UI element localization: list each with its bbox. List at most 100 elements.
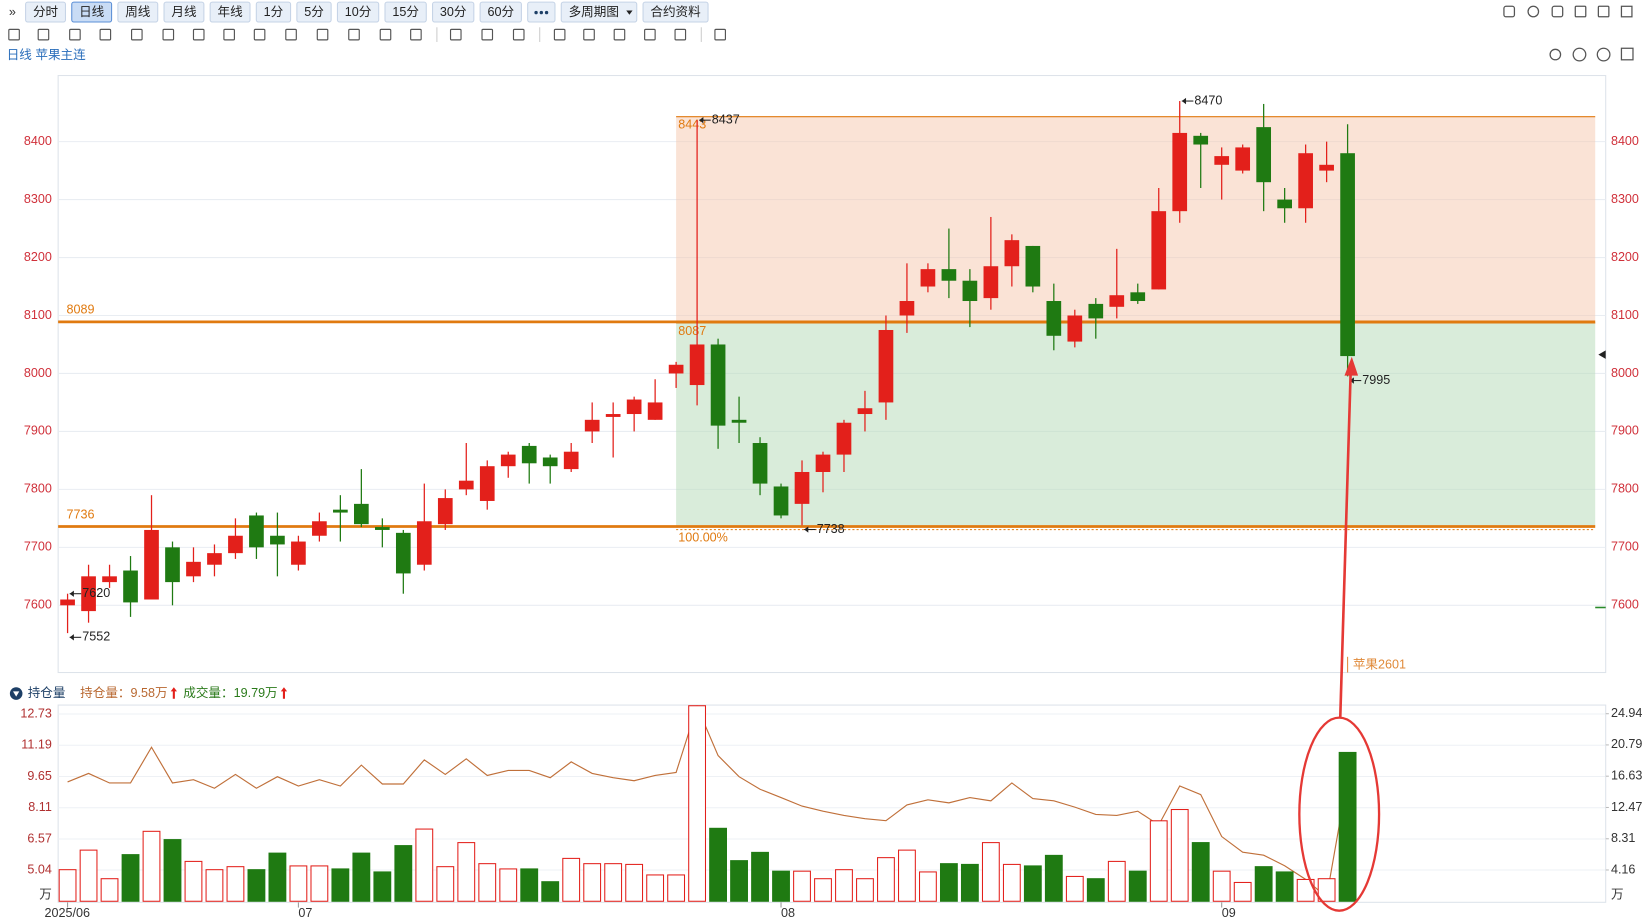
icon[interactable] — [1527, 5, 1540, 18]
header-icon[interactable] — [9, 687, 23, 700]
plot-layer: 7600 7600 7700 7700 7800 7800 7900 7900 8000 8000… — [20, 93, 1642, 917]
candle-body — [1319, 164, 1334, 171]
candle-body — [1193, 135, 1209, 145]
tool-icon[interactable] — [512, 28, 525, 41]
candle-body — [605, 414, 621, 417]
volume-bar — [163, 839, 182, 902]
toolbar-button[interactable] — [479, 1, 522, 23]
candle-body — [1067, 315, 1083, 342]
icon[interactable] — [1572, 47, 1587, 62]
tool-icon[interactable] — [410, 28, 422, 41]
y-tick-label: 7700 — [24, 540, 52, 554]
volume-bar — [121, 854, 140, 902]
icon[interactable] — [1620, 5, 1633, 18]
legend-value: ：9.58万 — [118, 686, 168, 700]
toolbar-button[interactable] — [25, 1, 66, 23]
candle-body — [626, 399, 642, 415]
tool-icon[interactable] — [714, 28, 727, 41]
toolbar-button[interactable] — [255, 1, 292, 23]
tool-icon[interactable] — [379, 28, 392, 41]
tool-icon[interactable] — [37, 28, 50, 41]
main-frame — [57, 75, 1607, 674]
extreme-label: 7620 — [82, 586, 110, 600]
toolbar-button[interactable] — [71, 1, 113, 23]
tool-icon[interactable] — [131, 28, 143, 41]
icon[interactable] — [1551, 5, 1564, 18]
ellipse — [1298, 716, 1381, 912]
tool-icon[interactable] — [99, 28, 112, 41]
toolbar-button[interactable] — [642, 1, 709, 23]
y-tick-label-right: 8100 — [1611, 308, 1639, 322]
volume-bar — [478, 863, 497, 902]
candle-body — [752, 443, 768, 484]
tool-icon[interactable] — [69, 28, 81, 41]
icon[interactable] — [1574, 5, 1587, 18]
tool-icon[interactable] — [644, 28, 656, 41]
level-label: 7736 — [67, 507, 95, 521]
tool-icon[interactable] — [162, 28, 175, 41]
volume-bar — [1170, 808, 1189, 902]
tool-icon[interactable] — [223, 28, 235, 41]
y2-tick-label: 8.31 — [1611, 831, 1635, 845]
volume-bar — [667, 874, 686, 902]
volume-bar — [1233, 881, 1252, 902]
y-tick-label-right: 7800 — [1611, 482, 1639, 496]
candle-body — [815, 454, 831, 472]
button-label: 月线 — [171, 5, 197, 19]
toolbar-button[interactable] — [384, 1, 427, 23]
contract-label: 苹果2601 — [1353, 658, 1406, 672]
toolbar-button[interactable] — [163, 1, 205, 23]
button-label: 30分 — [440, 5, 467, 19]
y-tick-label: 7900 — [24, 424, 52, 438]
icon[interactable] — [1620, 47, 1634, 61]
volume-bar — [268, 852, 287, 902]
icon[interactable] — [1549, 48, 1562, 61]
icon[interactable] — [1596, 47, 1611, 62]
candle-body — [374, 527, 390, 530]
tool-icon[interactable] — [481, 28, 494, 41]
tool-icon[interactable] — [348, 28, 360, 41]
y2-tick-label: 24.94 — [1611, 706, 1642, 720]
tool-icon[interactable] — [285, 28, 297, 41]
tool-icon[interactable] — [253, 28, 266, 41]
toolbar-button[interactable] — [209, 1, 251, 23]
extreme-label: 7552 — [82, 630, 110, 644]
toolbar-button[interactable] — [432, 1, 475, 23]
legend-arrow — [170, 687, 177, 699]
icon[interactable] — [1597, 5, 1610, 18]
candle-body — [542, 457, 558, 467]
button-label: 15分 — [392, 5, 419, 19]
y-tick-label: 11.19 — [21, 738, 52, 752]
candle-body — [710, 344, 726, 426]
toolbar-button[interactable] — [117, 1, 159, 23]
y2-unit: 万 — [1611, 887, 1624, 901]
tool-icon[interactable] — [613, 28, 626, 41]
tool-icon[interactable] — [8, 28, 20, 41]
toolbar-button[interactable] — [560, 1, 638, 23]
candle-body — [647, 402, 663, 420]
candle-body — [207, 553, 222, 565]
candle-body — [249, 515, 264, 548]
volume-bar — [562, 857, 581, 902]
y2-tick-label: 16.63 — [1611, 769, 1642, 783]
toolbar-button[interactable] — [336, 1, 380, 23]
volume-bar — [457, 842, 476, 902]
tool-icon[interactable] — [192, 28, 205, 41]
volume-bar — [100, 878, 119, 902]
collapse-icon[interactable]: » — [9, 5, 16, 19]
icon[interactable] — [1503, 5, 1516, 18]
tool-icon[interactable] — [316, 28, 329, 41]
toolbar-button[interactable] — [296, 1, 332, 23]
extreme-arrow-head — [69, 590, 74, 597]
tool-icon[interactable] — [674, 28, 687, 41]
volume-bar — [415, 828, 434, 902]
candle-body — [521, 445, 537, 464]
tool-icon[interactable] — [449, 28, 462, 41]
tool-icon[interactable] — [553, 28, 566, 41]
candle-body — [584, 419, 600, 432]
extreme-arrow-head — [69, 634, 74, 641]
candle-body — [291, 541, 306, 565]
indicator-title: 持仓量 — [28, 686, 66, 700]
tool-icon[interactable] — [583, 28, 595, 41]
